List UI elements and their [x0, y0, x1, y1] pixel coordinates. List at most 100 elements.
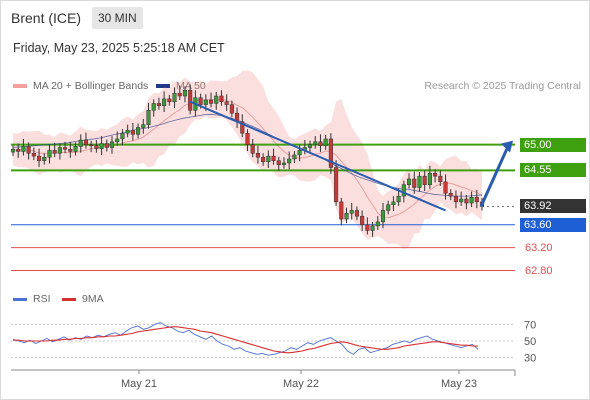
candle-body-36	[198, 97, 203, 105]
ma20-label: MA 20 + Bollinger Bands	[33, 80, 149, 92]
candle-body-64	[344, 213, 349, 220]
candle-body-58	[313, 141, 318, 145]
candle-body-5	[37, 155, 42, 161]
candle-body-6	[42, 156, 47, 161]
candle-body-15	[89, 144, 94, 147]
research-credit: Research © 2025 Trading Central	[424, 80, 581, 92]
candle-body-28	[156, 103, 161, 106]
candle-body-44	[240, 121, 245, 134]
candle-body-68	[365, 224, 370, 231]
candle-body-82	[438, 175, 443, 183]
x-tick-label-2: May 23	[441, 378, 477, 390]
candle-body-29	[162, 98, 167, 106]
bollinger-band	[13, 70, 482, 250]
legend-ma50: MA 50	[156, 80, 206, 92]
candle-body-37	[203, 99, 208, 105]
candle-body-16	[94, 145, 99, 149]
9ma-swatch-icon	[62, 297, 76, 301]
candle-body-13	[78, 139, 83, 147]
candle-body-18	[104, 143, 109, 148]
candle-body-50	[271, 155, 276, 161]
candle-body-39	[214, 95, 219, 104]
candle-body-83	[443, 181, 448, 194]
candle-body-48	[261, 156, 266, 163]
candle-body-65	[349, 210, 354, 214]
candle-body-79	[422, 175, 427, 185]
rsi-tick-70: 70	[524, 319, 536, 331]
level-tag-64.55: 64.55	[520, 163, 586, 178]
timeframe-button[interactable]: 30 MIN	[92, 7, 143, 29]
candle-body-53	[287, 158, 292, 164]
candle-body-10	[63, 147, 68, 150]
candle-body-17	[99, 143, 104, 149]
legend-ma20: MA 20 + Bollinger Bands	[13, 80, 148, 92]
rsi-tick-30: 30	[524, 353, 536, 365]
candle-body-27	[151, 103, 156, 111]
candle-body-73	[391, 201, 396, 205]
candle-body-41	[224, 101, 229, 105]
rsi-label: RSI	[33, 293, 51, 305]
candle-body-21	[120, 132, 125, 140]
candle-body-67	[360, 215, 365, 226]
candle-body-38	[208, 99, 214, 104]
candle-body-60	[323, 138, 328, 147]
candle-body-69	[370, 225, 375, 231]
candle-body-8	[52, 150, 57, 154]
candle-body-12	[73, 146, 78, 152]
candle-body-61	[328, 138, 333, 168]
level-tag-63.60: 63.60	[520, 217, 586, 232]
candle-body-74	[396, 195, 401, 203]
x-tick-label-1: May 22	[283, 378, 319, 390]
candle-body-59	[318, 141, 323, 147]
candle-body-3	[26, 146, 31, 154]
candle-body-75	[401, 184, 406, 197]
candle-body-84	[448, 193, 453, 197]
candle-body-55	[297, 150, 302, 156]
candle-body-63	[339, 201, 344, 220]
instrument-title: Brent (ICE)	[11, 10, 82, 26]
candle-body-2	[21, 146, 26, 152]
ma20-swatch-icon	[13, 84, 27, 88]
candle-body-81	[433, 173, 438, 177]
candle-body-71	[380, 210, 386, 223]
candle-body-20	[115, 138, 120, 143]
target-arrow-head	[501, 140, 513, 153]
candle-body-85	[453, 195, 458, 203]
candle-body-4	[31, 152, 36, 157]
candle-body-24	[136, 127, 141, 135]
candle-body-25	[141, 124, 146, 128]
x-tick-label-0: May 21	[121, 378, 157, 390]
candle-body-78	[417, 175, 422, 188]
candle-body-31	[172, 92, 177, 102]
candle-body-40	[219, 95, 224, 102]
candle-body-11	[68, 148, 73, 152]
candle-body-1	[16, 148, 21, 152]
legend-rsi: RSI	[13, 293, 51, 305]
candle-body-47	[255, 152, 260, 158]
trend-line	[189, 100, 446, 212]
ma50-swatch-icon	[156, 84, 170, 88]
candle-body-88	[469, 197, 474, 204]
legend-9ma: 9MA	[62, 293, 104, 305]
candle-body-34	[188, 90, 193, 111]
ma50-label: MA 50	[176, 80, 206, 92]
candle-body-45	[245, 132, 250, 145]
candle-body-52	[281, 162, 287, 165]
level-tag-63.20: 63.20	[525, 241, 553, 254]
rsi-tick-50: 50	[524, 336, 536, 348]
candle-body-9	[57, 147, 62, 154]
candle-body-19	[109, 141, 115, 148]
candle-body-70	[375, 221, 380, 227]
candle-body-32	[177, 92, 182, 97]
candle-body-87	[464, 198, 469, 204]
candle-body-33	[182, 90, 188, 97]
datetime-label: Friday, May 23, 2025 5:25:18 AM CET	[13, 41, 225, 55]
candle-body-57	[307, 144, 313, 148]
candle-body-30	[167, 98, 172, 102]
candle-body-54	[292, 154, 297, 160]
candle-body-89	[474, 197, 479, 203]
target-arrow-line	[479, 148, 509, 208]
candle-body-26	[146, 110, 151, 125]
candle-body-80	[427, 173, 432, 185]
